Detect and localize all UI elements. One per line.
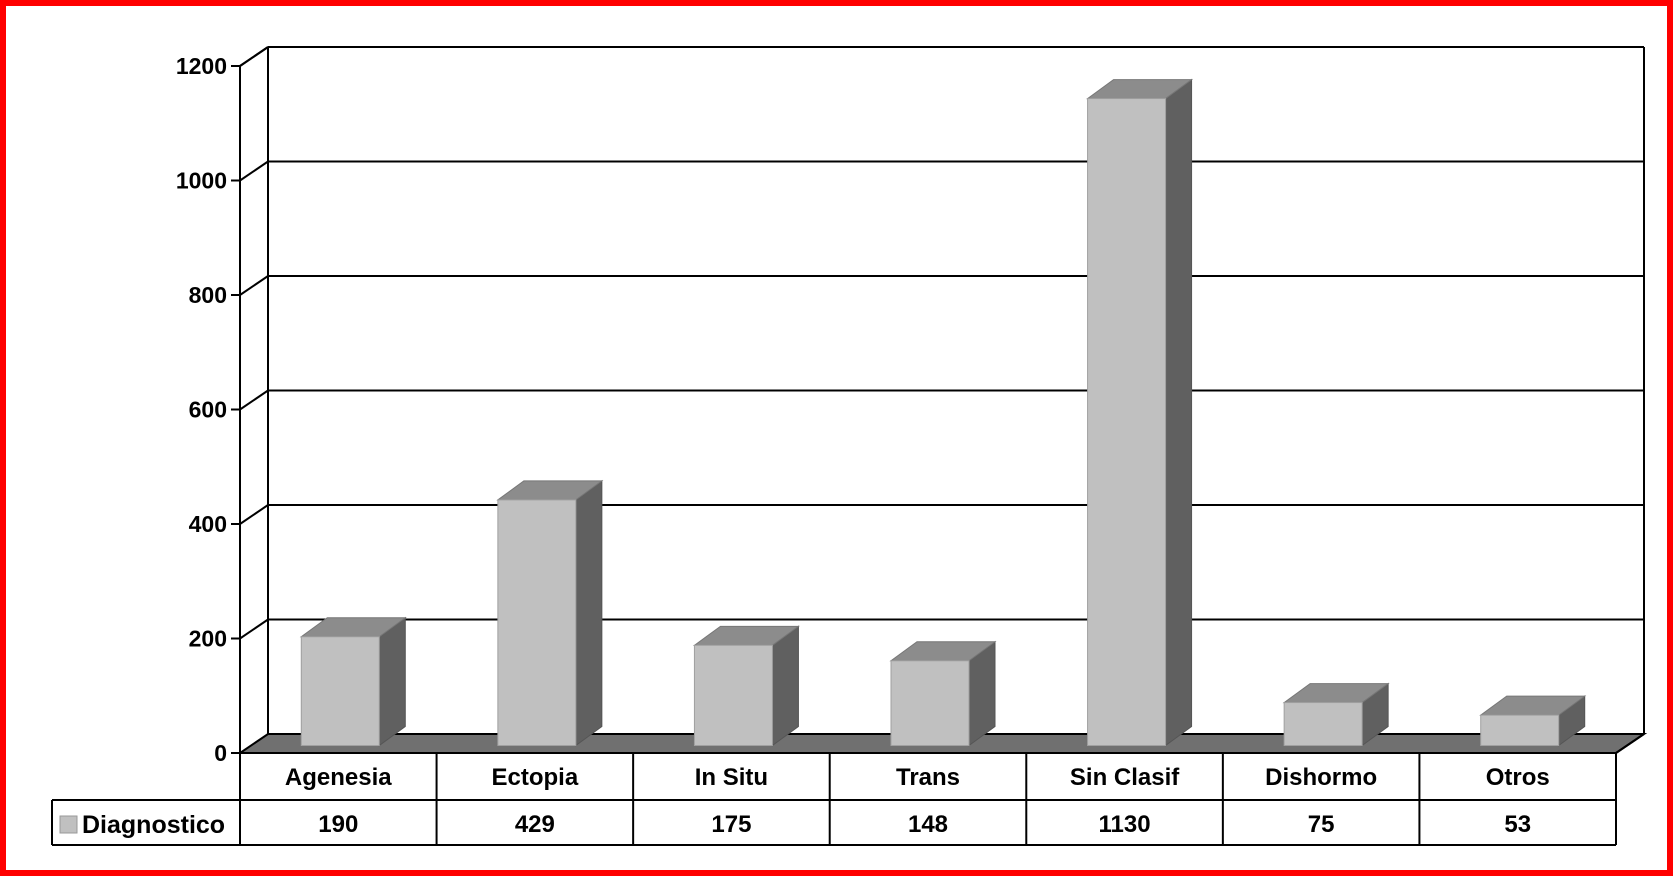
bar-front bbox=[1087, 98, 1167, 746]
category-label: Otros bbox=[1486, 764, 1550, 791]
data-value-label: 75 bbox=[1308, 811, 1335, 838]
data-value-label: 429 bbox=[515, 811, 555, 838]
bar-front bbox=[497, 499, 577, 746]
legend-swatch bbox=[59, 815, 78, 834]
data-table: Agenesia 190 Ectopia 429 In Situ 175 Trans 148 S… bbox=[51, 733, 1645, 846]
bar-front bbox=[890, 660, 970, 747]
data-value-label: 53 bbox=[1504, 811, 1531, 838]
bar-side bbox=[1165, 78, 1193, 747]
bar-dishormo bbox=[1282, 682, 1390, 747]
y-tick-label: 800 bbox=[189, 282, 227, 308]
y-tick-label: 400 bbox=[189, 511, 227, 537]
bar-side bbox=[575, 479, 603, 747]
bar-front bbox=[1283, 702, 1363, 746]
bar-otros bbox=[1479, 695, 1587, 747]
bar-trans bbox=[889, 640, 997, 747]
y-tick-label: 1200 bbox=[176, 53, 227, 79]
bar-in-situ bbox=[692, 625, 800, 747]
bar-sin-clasif bbox=[1086, 78, 1194, 747]
y-axis: 0 200 400 600 800 1000 1200 bbox=[176, 53, 240, 766]
category-label: Trans bbox=[896, 764, 960, 791]
y-tick-label: 0 bbox=[214, 740, 227, 766]
table-corner bbox=[1615, 733, 1645, 754]
legend-series-label: Diagnostico bbox=[82, 811, 225, 839]
bar-side bbox=[378, 616, 406, 747]
gridline-side bbox=[239, 618, 269, 640]
category-label: Dishormo bbox=[1265, 764, 1377, 791]
gridlines bbox=[239, 46, 1644, 640]
category-label: Agenesia bbox=[285, 764, 392, 791]
data-value-label: 148 bbox=[908, 811, 948, 838]
y-tick-label: 1000 bbox=[176, 168, 227, 194]
bar-ectopia bbox=[496, 479, 604, 747]
bar-agenesia bbox=[299, 616, 407, 747]
category-label: Sin Clasif bbox=[1070, 764, 1180, 791]
bar-side bbox=[771, 625, 799, 747]
category-label: In Situ bbox=[695, 764, 768, 791]
data-value-label: 1130 bbox=[1099, 811, 1151, 838]
y-tick-label: 200 bbox=[189, 626, 227, 652]
side-wall-top-edge bbox=[239, 46, 269, 67]
gridline-side bbox=[239, 160, 269, 182]
bar-front bbox=[300, 636, 380, 746]
data-value-label: 190 bbox=[318, 811, 358, 838]
gridline-side bbox=[239, 275, 269, 296]
bar-front bbox=[1480, 714, 1560, 746]
data-value-label: 175 bbox=[711, 811, 751, 838]
gridline-side bbox=[239, 504, 269, 525]
y-tick-label: 600 bbox=[189, 397, 227, 423]
bars bbox=[299, 78, 1587, 747]
gridline-side bbox=[239, 389, 269, 411]
category-label: Ectopia bbox=[492, 764, 579, 791]
bar-front bbox=[693, 644, 773, 746]
